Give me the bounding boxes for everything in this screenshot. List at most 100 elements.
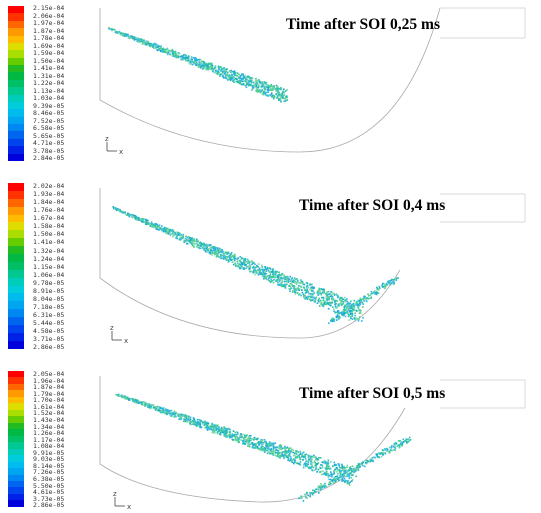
spray-particle: [146, 43, 148, 46]
spray-particle: [272, 97, 275, 99]
spray-particle: [397, 440, 400, 442]
spray-particle: [243, 267, 245, 269]
spray-particle: [234, 437, 237, 439]
spray-particle: [272, 281, 275, 284]
spray-particle: [370, 460, 372, 462]
spray-particle: [256, 86, 258, 89]
spray-particle: [198, 62, 201, 64]
spray-particle: [117, 208, 120, 211]
spray-particle: [266, 447, 269, 450]
spray-particle: [251, 260, 253, 262]
spray-particle: [152, 225, 154, 227]
spray-particle: [255, 444, 257, 447]
spray-particle: [193, 419, 196, 422]
spray-particle: [336, 468, 338, 471]
spray-particle: [365, 298, 367, 301]
spray-particle: [114, 207, 117, 209]
spray-particle: [237, 262, 239, 265]
spray-particle: [169, 234, 172, 236]
spray-particle: [241, 80, 243, 82]
spray-particle: [173, 410, 176, 413]
spray-particle: [247, 76, 249, 78]
spray-particle: [320, 292, 322, 295]
spray-particle: [272, 454, 275, 456]
spray-particle: [189, 422, 191, 425]
spray-particle: [337, 310, 339, 312]
spray-particle: [259, 91, 261, 94]
spray-particle: [248, 444, 251, 446]
spray-particle: [221, 426, 223, 429]
spray-particle: [331, 298, 333, 300]
spray-particle: [236, 433, 239, 435]
spray-particle: [318, 492, 320, 494]
spray-particle: [305, 285, 308, 288]
spray-particle: [324, 460, 327, 463]
spray-particle: [143, 39, 145, 41]
spray-particle: [392, 446, 395, 448]
spray-particle: [338, 315, 341, 318]
spray-particle: [244, 84, 246, 87]
spray-particle: [262, 441, 264, 444]
spray-particle: [265, 441, 267, 443]
spray-particle: [165, 51, 168, 54]
spray-particle: [359, 466, 361, 468]
spray-particle: [223, 253, 226, 256]
spray-particle: [286, 96, 288, 99]
spray-particle: [342, 476, 344, 478]
spray-particle: [288, 448, 290, 450]
spray-particle: [195, 63, 197, 65]
spray-particle: [309, 283, 311, 285]
color-swatch: [8, 301, 24, 310]
spray-particle: [225, 257, 227, 259]
spray-particle: [206, 428, 209, 430]
spray-particle: [257, 447, 259, 449]
spray-particle: [311, 286, 314, 288]
spray-particle: [236, 265, 239, 267]
spray-particle: [274, 271, 276, 274]
spray-particle: [331, 301, 333, 304]
spray-particle: [331, 480, 334, 483]
spray-particle: [280, 285, 283, 288]
spray-particle: [344, 304, 346, 307]
spray-particle: [154, 408, 157, 410]
spray-particle: [269, 271, 272, 274]
spray-particle: [226, 428, 229, 431]
spray-particle: [300, 294, 302, 297]
spray-particle: [293, 459, 296, 461]
spray-particle: [206, 244, 209, 247]
spray-particle: [179, 239, 182, 241]
spray-particle: [251, 79, 253, 82]
spray-particle: [171, 415, 173, 417]
spray-particle: [184, 53, 186, 56]
spray-particle: [237, 260, 239, 262]
spray-particle: [223, 254, 226, 257]
spray-particle: [247, 261, 250, 264]
spray-particle: [225, 259, 228, 261]
spray-particle: [270, 280, 273, 282]
color-swatch: [8, 190, 24, 199]
spray-particle: [144, 401, 147, 404]
color-swatch: [8, 455, 24, 462]
spray-particle: [304, 462, 306, 465]
spray-particle: [344, 309, 347, 311]
spray-particle: [229, 257, 231, 259]
spray-particle: [399, 442, 402, 444]
spray-particle: [223, 431, 226, 434]
spray-particle: [114, 29, 116, 31]
spray-particle: [258, 81, 261, 83]
spray-particle: [270, 87, 272, 90]
spray-particle: [196, 61, 198, 64]
spray-particle: [323, 484, 325, 486]
spray-particle: [333, 318, 336, 321]
spray-particle: [304, 493, 307, 496]
spray-particle: [388, 446, 391, 449]
spray-particle: [163, 228, 166, 231]
spray-particle: [309, 288, 311, 291]
color-bar-label: 1.93e-04: [33, 190, 65, 199]
spray-particle: [332, 298, 335, 300]
spray-particle: [225, 75, 228, 77]
spray-particle: [348, 473, 351, 475]
spray-particle: [293, 289, 296, 291]
spray-particle: [158, 224, 161, 227]
spray-particle: [253, 269, 255, 271]
